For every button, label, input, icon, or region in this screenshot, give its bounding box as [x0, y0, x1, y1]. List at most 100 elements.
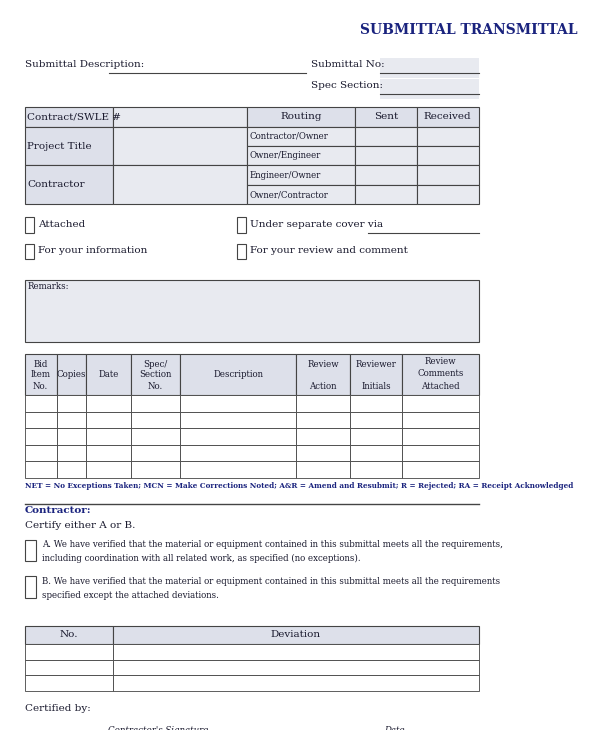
Text: specified except the attached deviations.: specified except the attached deviations…: [42, 591, 219, 600]
Bar: [25, 660, 113, 675]
Text: Sent: Sent: [374, 112, 398, 121]
Bar: [417, 107, 479, 126]
Bar: [25, 461, 57, 478]
Bar: [86, 355, 131, 396]
Bar: [402, 445, 479, 461]
Bar: [25, 166, 113, 204]
Bar: [180, 461, 296, 478]
Text: Submittal Description:: Submittal Description:: [25, 61, 144, 69]
Text: Review: Review: [425, 357, 456, 366]
Text: For your information: For your information: [38, 246, 148, 256]
Bar: [113, 675, 479, 691]
Text: Spec/: Spec/: [143, 360, 167, 369]
Bar: [57, 429, 86, 445]
Bar: [25, 626, 113, 644]
Text: Contractor's Signature: Contractor's Signature: [107, 726, 208, 730]
Bar: [417, 146, 479, 166]
Bar: [180, 412, 296, 429]
Bar: [296, 355, 350, 396]
Text: Section: Section: [139, 370, 172, 380]
Bar: [417, 166, 479, 185]
Bar: [131, 429, 180, 445]
Bar: [296, 429, 350, 445]
Bar: [57, 461, 86, 478]
Bar: [25, 675, 113, 691]
Bar: [131, 396, 180, 412]
Bar: [296, 412, 350, 429]
Bar: [25, 355, 57, 396]
Bar: [25, 244, 34, 259]
Bar: [25, 280, 479, 342]
Text: B. We have verified that the material or equipment contained in this submittal m: B. We have verified that the material or…: [42, 577, 500, 586]
Text: Certified by:: Certified by:: [25, 704, 91, 712]
Text: No.: No.: [148, 382, 163, 391]
Bar: [380, 58, 479, 77]
Text: Under separate cover via: Under separate cover via: [250, 220, 383, 228]
Bar: [180, 445, 296, 461]
Bar: [113, 660, 479, 675]
Text: Comments: Comments: [417, 369, 464, 377]
Bar: [350, 396, 402, 412]
Bar: [350, 445, 402, 461]
Bar: [380, 79, 479, 99]
Bar: [247, 107, 355, 126]
Bar: [25, 539, 35, 561]
Bar: [296, 396, 350, 412]
Text: Submittal No:: Submittal No:: [311, 61, 385, 69]
Bar: [417, 126, 479, 146]
Text: including coordination with all related work, as specified (no exceptions).: including coordination with all related …: [42, 554, 361, 564]
Bar: [131, 445, 180, 461]
Bar: [180, 396, 296, 412]
Bar: [25, 396, 57, 412]
Bar: [25, 429, 57, 445]
Bar: [180, 355, 296, 396]
Bar: [57, 445, 86, 461]
Text: Attached: Attached: [421, 382, 460, 391]
Bar: [402, 429, 479, 445]
Text: Review: Review: [307, 360, 339, 369]
Bar: [25, 445, 57, 461]
Bar: [247, 166, 355, 185]
Text: Action: Action: [310, 382, 337, 391]
Text: Owner/Engineer: Owner/Engineer: [249, 151, 320, 161]
Text: Contractor/Owner: Contractor/Owner: [249, 132, 328, 141]
Text: No.: No.: [60, 631, 79, 639]
Bar: [180, 429, 296, 445]
Bar: [113, 626, 479, 644]
Bar: [350, 355, 402, 396]
Text: Received: Received: [424, 112, 472, 121]
Bar: [25, 107, 113, 126]
Text: Contractor: Contractor: [27, 180, 85, 189]
Bar: [113, 126, 247, 166]
Text: Contract/SWLE #: Contract/SWLE #: [27, 112, 121, 121]
Text: A. We have verified that the material or equipment contained in this submittal m: A. We have verified that the material or…: [42, 540, 503, 549]
Bar: [86, 412, 131, 429]
Text: Owner/Contractor: Owner/Contractor: [249, 190, 328, 199]
Bar: [131, 461, 180, 478]
Text: SUBMITTAL TRANSMITTAL: SUBMITTAL TRANSMITTAL: [360, 23, 578, 36]
Bar: [113, 107, 247, 126]
Bar: [355, 166, 417, 185]
Bar: [131, 355, 180, 396]
Text: Routing: Routing: [280, 112, 322, 121]
Bar: [247, 185, 355, 204]
Bar: [350, 461, 402, 478]
Text: Copies: Copies: [57, 370, 86, 380]
Text: Reviewer: Reviewer: [356, 360, 397, 369]
Text: For your review and comment: For your review and comment: [250, 246, 408, 256]
Text: No.: No.: [33, 382, 49, 391]
Bar: [402, 355, 479, 396]
Bar: [86, 445, 131, 461]
Text: Spec Section:: Spec Section:: [311, 82, 383, 91]
Bar: [237, 244, 246, 259]
Bar: [57, 412, 86, 429]
Text: Project Title: Project Title: [27, 142, 92, 150]
Bar: [86, 396, 131, 412]
Bar: [237, 217, 246, 233]
Bar: [355, 107, 417, 126]
Text: Date: Date: [98, 370, 119, 380]
Text: Date: Date: [385, 726, 405, 730]
Bar: [25, 217, 34, 233]
Text: Attached: Attached: [38, 220, 85, 228]
Bar: [355, 146, 417, 166]
